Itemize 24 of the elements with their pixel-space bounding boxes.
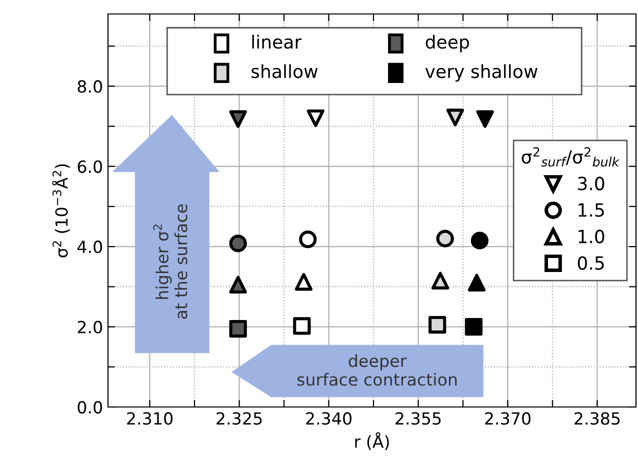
x-tick-label: 2.385 [574, 412, 620, 425]
annotation: linear [252, 34, 302, 49]
x-axis-title: r (Å) [355, 432, 389, 450]
annotation: deeper surface contraction [297, 354, 457, 386]
x-tick-label: 2.340 [306, 412, 352, 425]
x-tick-label: 2.325 [216, 412, 262, 425]
annotation: very shallow [425, 64, 538, 82]
annotation: higher σ$^{2}$ at the surface [153, 204, 188, 319]
y-tick-label: 2.0 [78, 320, 102, 334]
x-tick-label: 2.355 [396, 412, 441, 425]
y-tick-label: 4.0 [77, 240, 102, 254]
annotation: shallow [252, 64, 318, 78]
legend-label: 1.0 [578, 230, 604, 244]
y-tick-label: 8.0 [78, 80, 102, 93]
annotation: deep [426, 34, 469, 52]
legend-label: 0.5 [578, 256, 604, 270]
y-tick-label: 6.0 [78, 160, 102, 173]
x-tick-label: 2.310 [127, 412, 173, 425]
x-tick-label: 2.370 [485, 412, 530, 425]
legend-label: 1.5 [578, 203, 604, 217]
legend-title: σ$^{2}$$_{surf}$/σ$^{2}$$_{bulk}$ [522, 147, 620, 167]
legend-label: 3.0 [578, 176, 604, 190]
y-tick-label: 0.0 [78, 400, 102, 414]
y-axis-title: σ$^{2}$ (10$^{−3}$Å$^{2}$) [52, 164, 70, 258]
